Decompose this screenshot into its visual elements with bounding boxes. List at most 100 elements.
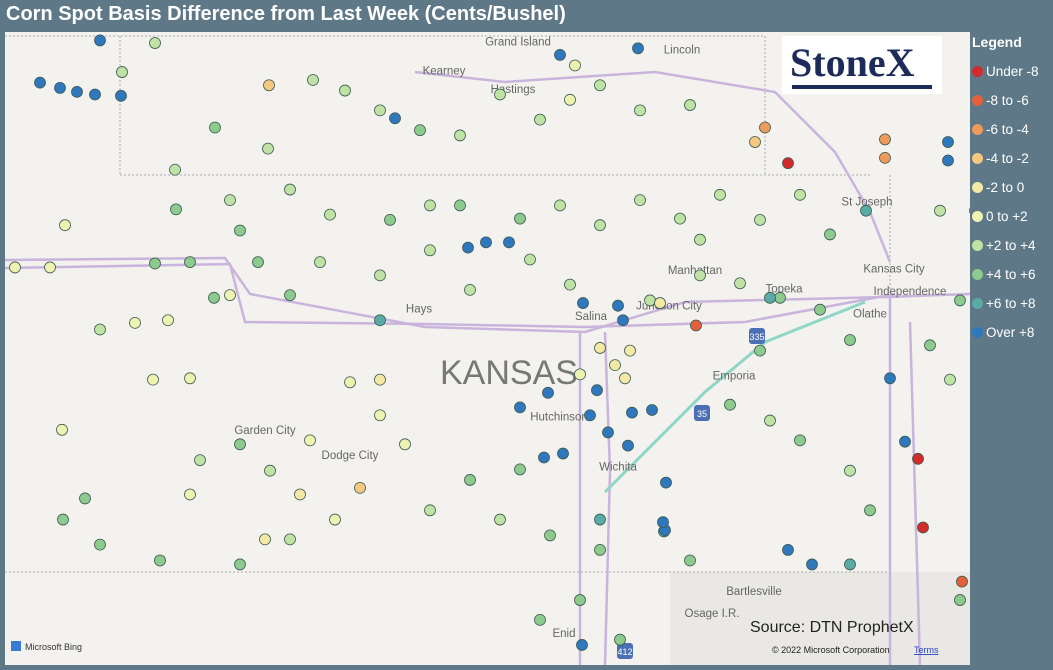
station [480,236,492,249]
station [399,438,411,451]
station [374,373,386,386]
station [574,368,586,381]
station [284,289,296,302]
terms-link[interactable]: Terms [914,645,939,655]
station [384,214,396,226]
station [660,476,672,489]
station [934,204,946,217]
city-label: Topeka [765,284,803,296]
station [454,199,466,212]
station [389,112,401,125]
legend-item: -8 to -6 [972,86,1053,115]
legend-label: +6 to +8 [986,296,1036,311]
station [684,99,696,111]
station [734,277,746,290]
city-label: Dodge City [322,450,379,462]
legend-label: -4 to -2 [986,151,1029,166]
station [339,84,351,97]
station [591,384,603,397]
station [170,203,182,216]
station [56,423,68,436]
station [354,481,366,494]
station [307,74,319,86]
station [690,319,702,332]
station [154,554,166,567]
station [234,224,246,237]
legend-swatch [972,269,983,280]
station [944,373,956,386]
legend-item: +4 to +6 [972,260,1053,289]
station [749,136,761,148]
station [264,464,276,477]
station [624,344,636,357]
station [94,34,106,47]
station [634,194,646,207]
station [194,454,206,467]
station [924,339,936,352]
legend: Legend Under -8 -8 to -6 -6 to -4 -4 to -2 -… [972,34,1053,347]
station [554,49,566,61]
station [462,241,474,254]
station [617,314,629,327]
legend-label: Under -8 [986,64,1039,79]
station [644,294,656,307]
station [674,212,686,225]
station [619,372,631,385]
station [646,404,658,416]
station [764,291,776,304]
station [899,435,911,448]
legend-label: +2 to +4 [986,238,1036,253]
station [94,538,106,551]
station [329,513,341,526]
station [794,434,806,447]
station [724,398,736,411]
station [129,316,141,329]
station [252,256,264,269]
station [942,154,954,167]
legend-item: +2 to +4 [972,231,1053,260]
station [59,219,71,232]
station [764,414,776,427]
station [209,121,221,134]
station [782,544,794,556]
station [344,376,356,389]
station [594,513,606,526]
station [79,492,91,505]
legend-item: -4 to -2 [972,144,1053,173]
station [542,386,554,399]
station [34,76,46,89]
station [9,261,21,274]
station [574,594,586,606]
logo-text: StoneX [790,40,915,85]
station [224,194,236,207]
legend-item: -6 to -4 [972,115,1053,144]
station [844,464,856,477]
station [524,253,536,266]
station [609,359,621,372]
station [116,66,128,78]
station [879,133,891,146]
station [464,283,476,296]
copyright: © 2022 Microsoft Corporation [772,645,890,655]
station [169,163,181,176]
city-label: Manhattan [668,265,722,277]
legend-label: -2 to 0 [986,180,1025,195]
logo: StoneX [782,36,942,94]
station [514,463,526,476]
station [657,516,669,529]
station [89,88,101,101]
station [554,199,566,212]
station [884,372,896,385]
station [594,544,606,556]
station [942,136,954,148]
legend-item: Under -8 [972,57,1053,86]
station [374,409,386,422]
station [632,42,644,55]
station [503,236,515,249]
station [284,533,296,546]
station [782,157,794,170]
legend-swatch [972,298,983,309]
station [234,438,246,451]
